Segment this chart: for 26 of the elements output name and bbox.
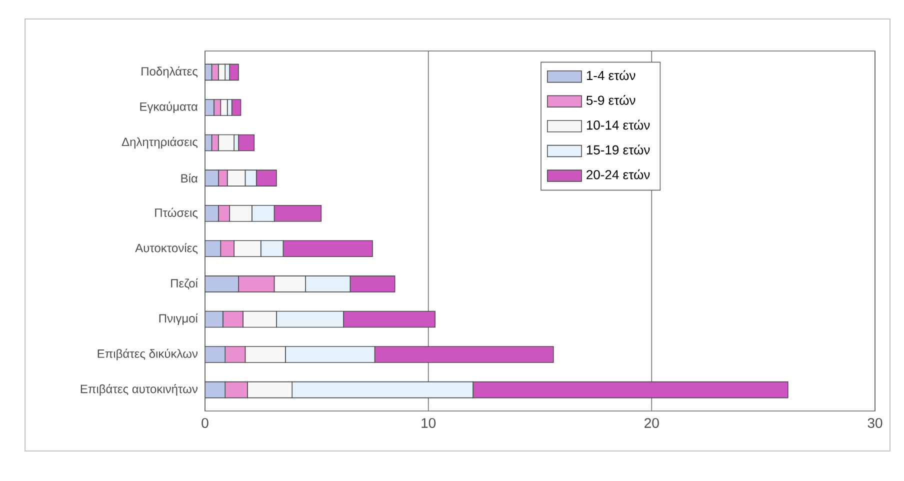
bar: [205, 381, 226, 398]
legend-label: 20-24 ετών: [586, 169, 650, 180]
legend-label: 1-4 ετών: [586, 70, 636, 80]
bar: [205, 310, 224, 328]
y-tick-label: Πτώσεις: [155, 208, 198, 219]
x-tick-label: 0: [202, 418, 208, 428]
x-tick-label: 20: [644, 418, 659, 428]
x-tick-label: 10: [422, 418, 436, 428]
y-tick-label: Εγκαύματα: [140, 102, 198, 114]
bar: [231, 99, 242, 116]
x-tick-label: 30: [868, 418, 882, 428]
y-tick-label: Αυτοκτονίες: [135, 243, 198, 254]
legend-label: 5-9 ετών: [586, 95, 636, 105]
y-tick-label: Ποδηλάτες: [142, 66, 198, 78]
bar: [205, 276, 239, 292]
y-tick-label: Πεζοί: [171, 278, 198, 290]
legend-label: 15-19 ετών: [586, 144, 650, 154]
y-tick-label: Βία: [181, 173, 198, 183]
y-tick-label: Επιβάτες αυτοκινήτων: [80, 384, 198, 396]
y-tick-label: Δηλητηριάσεις: [122, 136, 198, 149]
y-tick-label: Πνιγμοί: [159, 313, 198, 325]
bar: [205, 205, 218, 222]
bar: [238, 134, 255, 152]
y-tick-label: Επιβάτες δικύκλων: [98, 348, 198, 360]
bar: [229, 64, 239, 81]
legend-label: 10-14 ετών: [586, 120, 650, 130]
